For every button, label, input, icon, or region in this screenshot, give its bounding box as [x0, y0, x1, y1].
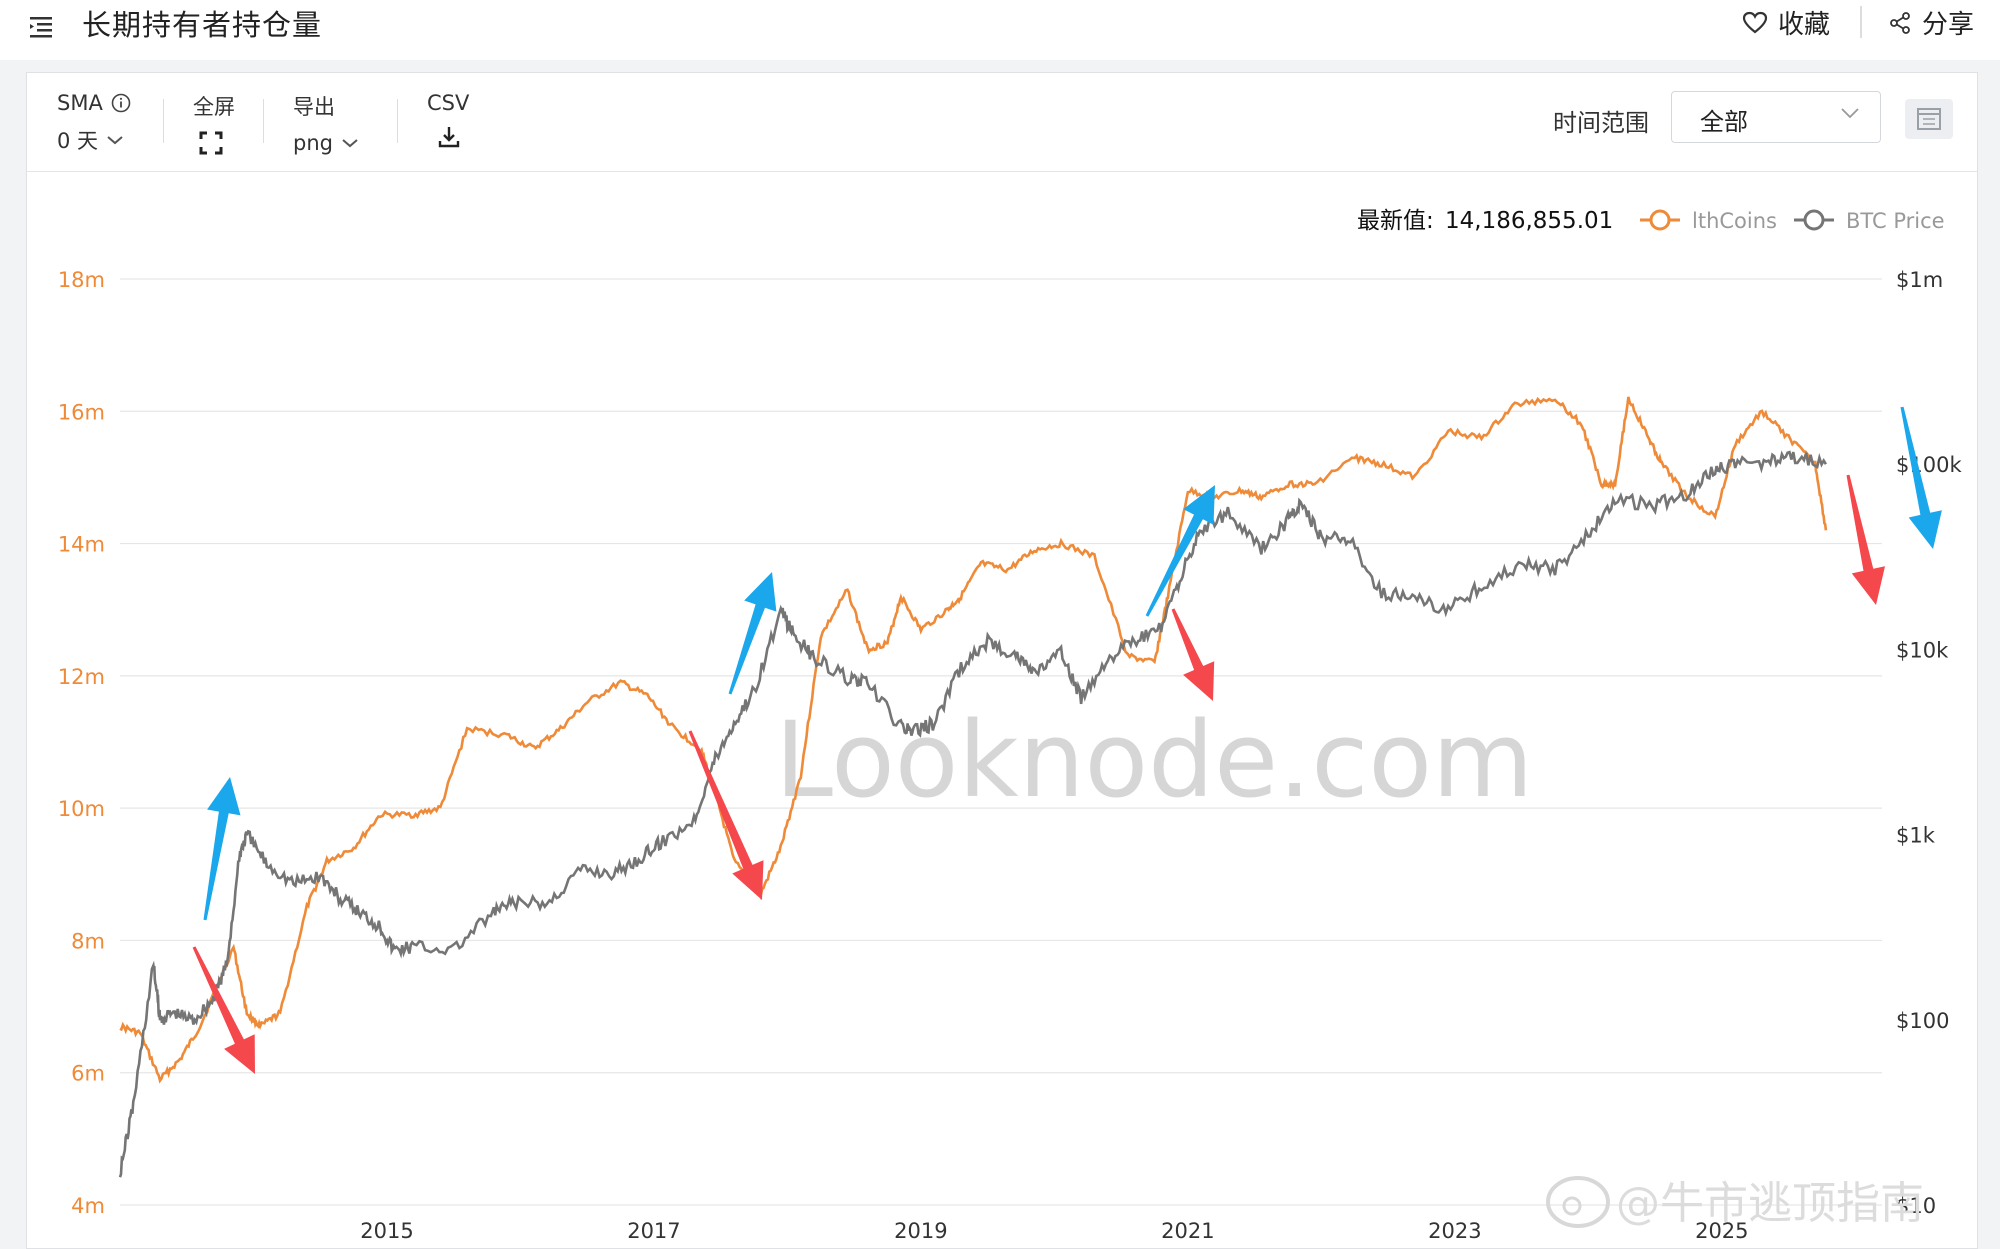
y-left-tick-label: 18m — [58, 268, 105, 292]
legend-marker-btc-price — [1803, 209, 1825, 231]
weibo-logo-icon — [1546, 1176, 1610, 1228]
sma-value: 0 天 — [57, 129, 99, 153]
annotation-arrow-up — [1145, 485, 1215, 617]
download-icon — [438, 127, 460, 148]
y-left-tick-label: 16m — [58, 400, 105, 424]
lthcoins-line — [119, 396, 1828, 1084]
y-left-tick-label: 12m — [58, 665, 105, 689]
x-tick-label: 2019 — [894, 1219, 947, 1243]
y-axis-right: $1m $100k $10k $1k $100 $10 — [1896, 268, 1962, 1218]
watermark-text: Looknode.com — [775, 699, 1533, 821]
chevron-down-icon — [342, 139, 358, 148]
annotation-arrow-down — [1171, 608, 1215, 701]
y-left-tick-label: 6m — [71, 1062, 105, 1086]
range-select[interactable]: 全部 — [1671, 91, 1881, 143]
annotation-arrow-down — [192, 946, 255, 1074]
x-tick-label: 2021 — [1161, 1219, 1214, 1243]
credit-text: @牛市逃顶指南 — [1616, 1178, 1924, 1229]
annotation-arrow-down — [688, 730, 764, 900]
range-label: 时间范围 — [1553, 109, 1649, 137]
export-control[interactable]: 导出 png — [293, 91, 359, 155]
legend-label-lthcoins: lthCoins — [1692, 209, 1777, 233]
annotation-arrows — [192, 406, 1942, 1074]
y-right-tick-label: $100 — [1896, 1009, 1949, 1033]
csv-control[interactable]: CSV — [427, 91, 469, 154]
fullscreen-icon — [199, 131, 223, 155]
y-right-tick-label: $100k — [1896, 453, 1962, 477]
y-axis-left: 18m 16m 14m 12m 10m 8m 6m 4m — [58, 268, 105, 1218]
menu-icon[interactable] — [28, 12, 56, 40]
credit-watermark: @牛市逃顶指南 — [1546, 1176, 1924, 1229]
latest-value-label: 最新值: — [1357, 208, 1434, 234]
toolbar-divider — [163, 99, 164, 143]
favorite-label: 收藏 — [1778, 10, 1831, 40]
y-right-tick-label: $1m — [1896, 268, 1943, 292]
weibo-logo-eye — [1562, 1196, 1582, 1216]
calendar-icon — [1917, 108, 1941, 130]
share-button[interactable]: 分享 — [1888, 4, 1974, 41]
info-icon[interactable] — [111, 93, 131, 113]
x-axis: 2015 2017 2019 2021 2023 2025 — [360, 1219, 1748, 1243]
export-label: 导出 — [293, 95, 335, 119]
fullscreen-label: 全屏 — [193, 95, 235, 119]
x-tick-label: 2015 — [360, 1219, 413, 1243]
legend-item-lthcoins[interactable]: lthCoins — [1640, 209, 1777, 233]
export-value: png — [293, 131, 333, 155]
calendar-button[interactable] — [1905, 99, 1953, 139]
x-tick-label: 2017 — [627, 1219, 680, 1243]
annotation-arrow-down — [1900, 406, 1942, 549]
gridlines — [120, 278, 1882, 1206]
heart-icon — [1742, 11, 1768, 33]
legend-label-btc-price: BTC Price — [1846, 209, 1945, 233]
annotation-arrow-up — [203, 777, 241, 921]
sma-control[interactable]: SMA 0 天 — [57, 91, 131, 155]
y-left-tick-label: 10m — [58, 797, 105, 821]
legend-item-btc-price[interactable]: BTC Price — [1794, 209, 1945, 233]
sma-label: SMA — [57, 91, 103, 115]
toolbar-divider — [397, 99, 398, 143]
favorite-button[interactable]: 收藏 — [1742, 4, 1830, 41]
y-left-tick-label: 8m — [71, 929, 105, 953]
top-divider — [1860, 6, 1862, 38]
share-label: 分享 — [1922, 10, 1975, 40]
annotation-arrow-down — [1846, 474, 1885, 605]
legend-marker-lthcoins — [1649, 209, 1671, 231]
x-tick-label: 2025 — [1695, 1219, 1748, 1243]
range-value: 全部 — [1700, 108, 1748, 136]
btc-price-line — [118, 450, 1828, 1178]
share-icon — [1890, 11, 1910, 34]
toolbar-divider — [263, 99, 264, 143]
y-right-tick-label: $10k — [1896, 638, 1949, 662]
y-right-tick-label: $1k — [1896, 824, 1936, 848]
y-left-tick-label: 4m — [71, 1194, 105, 1218]
fullscreen-control[interactable]: 全屏 — [193, 91, 235, 160]
csv-label: CSV — [427, 91, 470, 115]
latest-value: 14,186,855.01 — [1445, 208, 1613, 234]
y-left-tick-label: 14m — [58, 533, 105, 557]
y-right-tick-label: $10 — [1896, 1194, 1936, 1218]
top-bar: 长期持有者持仓量 收藏 分享 — [0, 0, 2000, 60]
chevron-down-icon — [1841, 108, 1859, 119]
chevron-down-icon — [107, 136, 123, 145]
chart-panel: SMA 0 天 全屏 导出 png — [26, 72, 1978, 1249]
chart-toolbar: SMA 0 天 全屏 导出 png — [27, 73, 1977, 172]
x-tick-label: 2023 — [1428, 1219, 1481, 1243]
annotation-arrow-up — [728, 572, 777, 695]
page-title: 长期持有者持仓量 — [82, 8, 323, 42]
